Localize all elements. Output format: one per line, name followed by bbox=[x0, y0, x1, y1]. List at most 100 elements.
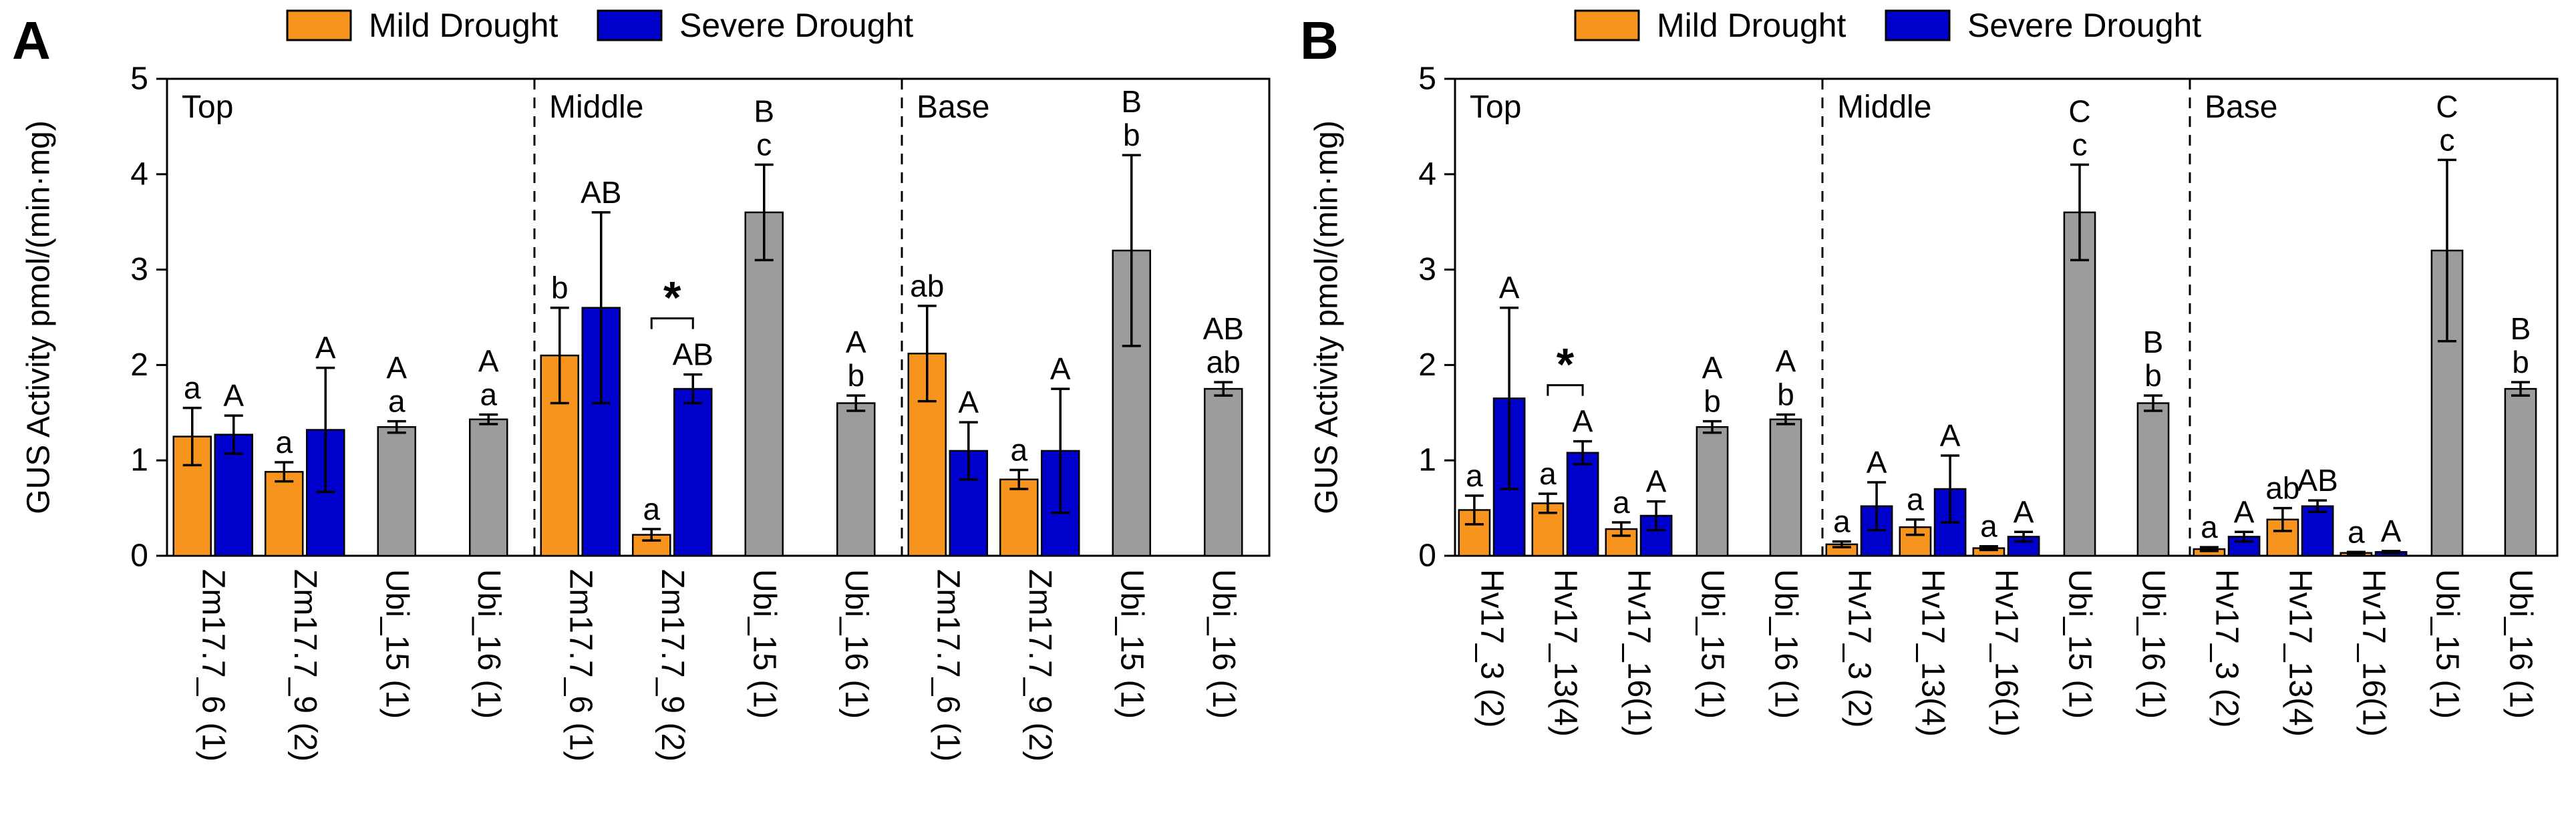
y-tick-label: 5 bbox=[130, 61, 148, 97]
stat-letter: a bbox=[1833, 504, 1850, 539]
stat-letter: A bbox=[478, 344, 499, 379]
stat-letter: A bbox=[846, 325, 866, 359]
bar bbox=[1696, 426, 1729, 557]
bar bbox=[2136, 402, 2170, 557]
panel-letter: B bbox=[1300, 11, 1339, 70]
legend-swatch-severe bbox=[597, 9, 663, 41]
bar bbox=[2504, 387, 2537, 557]
legend-label: Severe Drought bbox=[679, 7, 913, 44]
chart-panel: B Mild Drought Severe Drought 0 1 2 3 4 5 GUS Act… bbox=[1300, 7, 2559, 737]
stat-letter: B bbox=[2143, 325, 2164, 359]
x-tick-label: Ubi_16 (1) bbox=[2503, 569, 2539, 719]
y-tick-label: 3 bbox=[1418, 252, 1436, 287]
y-tick-label: 5 bbox=[1418, 61, 1436, 97]
x-tick-label: Ubi_15 (1) bbox=[2062, 569, 2098, 719]
stat-letter: AB bbox=[1203, 311, 1244, 346]
stat-letter: A bbox=[2381, 514, 2402, 548]
x-tick-label: Ubi_15 (1) bbox=[2430, 569, 2465, 719]
x-tick-label: Ubi_15 (1) bbox=[746, 569, 782, 719]
legend-label: Severe Drought bbox=[1967, 7, 2201, 44]
stat-letter: a bbox=[1613, 485, 1630, 520]
y-axis-label: GUS Activity pmol/(min·mg) bbox=[1309, 120, 1345, 514]
stat-letter: B bbox=[754, 94, 774, 129]
section-label: Top bbox=[1470, 90, 1521, 125]
stat-letter: b bbox=[1123, 118, 1140, 152]
panel-b: B Mild Drought Severe Drought 0 1 2 3 4 5 GUS Act… bbox=[1288, 0, 2576, 839]
bar bbox=[265, 471, 304, 557]
sig-bracket bbox=[1547, 384, 1584, 396]
x-tick-label: Ubi_15 (1) bbox=[1695, 569, 1730, 719]
sig-star: * bbox=[663, 273, 681, 323]
stat-letter: A bbox=[1499, 271, 1520, 305]
x-tick-label: Ubi_15 (1) bbox=[1114, 569, 1149, 719]
x-tick-label: Zm17.7_6 (1) bbox=[195, 569, 230, 762]
x-tick-label: Hv17_3 (2) bbox=[1842, 569, 1877, 727]
stat-letter: A bbox=[1867, 445, 1887, 480]
x-tick-label: Hv17_3 (2) bbox=[2209, 569, 2245, 727]
x-tick-label: Hv17_13(4) bbox=[1915, 569, 1951, 737]
stat-letter: a bbox=[643, 492, 660, 526]
x-tick-label: Zm17.7_6 (1) bbox=[562, 569, 598, 762]
stat-letter: A bbox=[315, 331, 336, 365]
stat-letter: a bbox=[480, 377, 497, 412]
stat-letter: a bbox=[1466, 458, 1483, 493]
stat-letter: C bbox=[2436, 89, 2458, 124]
y-tick-label: 3 bbox=[130, 252, 148, 287]
bar bbox=[1566, 452, 1599, 557]
stat-letter: a bbox=[1907, 482, 1924, 517]
stat-letter: A bbox=[1940, 418, 1961, 453]
stat-letter: A bbox=[1702, 351, 1723, 385]
x-tick-label: Hv17_13(4) bbox=[2283, 569, 2318, 737]
legend-label: Mild Drought bbox=[369, 7, 558, 44]
stat-letter: B bbox=[1121, 84, 1142, 119]
y-tick-label: 0 bbox=[1418, 538, 1436, 574]
y-tick-label: 4 bbox=[130, 156, 148, 192]
legend-label: Mild Drought bbox=[1657, 7, 1846, 44]
bar bbox=[2301, 505, 2334, 557]
stat-letter: AB bbox=[673, 337, 713, 372]
x-tick-label: Hv17_16(1) bbox=[1989, 569, 2024, 737]
stat-letter: ab bbox=[1206, 345, 1241, 379]
bar bbox=[999, 478, 1039, 557]
legend-swatch-severe bbox=[1885, 9, 1951, 41]
stat-letter: A bbox=[1646, 464, 1667, 499]
x-tick-label: Zm17.7_9 (2) bbox=[287, 569, 323, 762]
stat-letter: A bbox=[386, 351, 407, 385]
bar bbox=[836, 402, 876, 557]
bar bbox=[744, 211, 784, 557]
x-tick-label: Hv17_16(1) bbox=[2356, 569, 2392, 737]
stat-letter: b bbox=[2144, 358, 2162, 393]
stat-letter: c bbox=[2440, 122, 2455, 157]
stat-letter: A bbox=[2014, 494, 2034, 529]
x-tick-label: Hv17_16(1) bbox=[1621, 569, 1657, 737]
stat-letter: a bbox=[1539, 456, 1557, 491]
stat-letter: A bbox=[1776, 344, 1796, 379]
legend-swatch-mild bbox=[286, 9, 352, 41]
y-tick-label: 1 bbox=[130, 443, 148, 478]
sig-star: * bbox=[1557, 339, 1575, 390]
panel-letter: A bbox=[12, 11, 51, 70]
stat-letter: a bbox=[1010, 432, 1027, 467]
x-tick-label: Hv17_13(4) bbox=[1548, 569, 1583, 737]
x-tick-label: Zm17.7_6 (1) bbox=[930, 569, 965, 762]
stat-letter: A bbox=[223, 378, 244, 413]
bar bbox=[377, 426, 416, 557]
stat-letter: a bbox=[388, 384, 406, 419]
stat-letter: AB bbox=[581, 175, 621, 210]
panel-a: A Mild Drought Severe Drought 0 1 2 3 4 5 GUS Act… bbox=[12, 7, 1271, 762]
bar bbox=[1769, 418, 1802, 557]
bar bbox=[673, 387, 713, 557]
stat-letter: a bbox=[184, 371, 201, 405]
y-tick-label: 0 bbox=[130, 538, 148, 574]
stat-letter: ab bbox=[910, 269, 944, 303]
section-label: Base bbox=[2205, 90, 2277, 125]
stat-letter: b bbox=[2512, 345, 2529, 379]
bar bbox=[469, 418, 508, 557]
bar bbox=[1204, 387, 1243, 557]
y-tick-label: 2 bbox=[1418, 347, 1436, 383]
x-tick-label: Ubi_16 (1) bbox=[1768, 569, 1804, 719]
bar bbox=[1639, 514, 1673, 557]
stat-letter: a bbox=[275, 425, 293, 460]
legend-swatch-mild bbox=[1574, 9, 1640, 41]
